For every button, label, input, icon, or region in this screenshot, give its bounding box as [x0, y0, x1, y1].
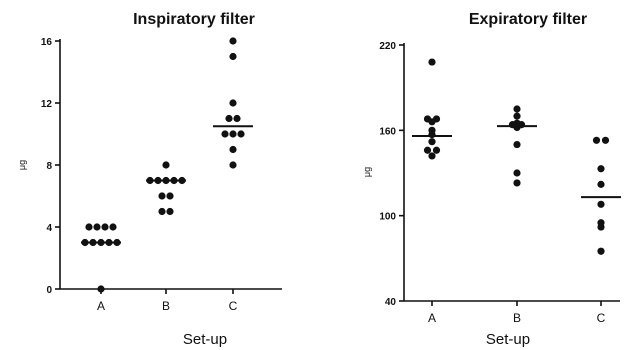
data-point — [221, 130, 229, 138]
data-point — [85, 223, 93, 231]
data-point — [229, 99, 237, 107]
data-point — [229, 130, 237, 138]
x-tick-label: C — [229, 299, 238, 313]
y-tick-label: 160 — [379, 126, 396, 137]
data-point — [513, 123, 521, 132]
y-tick-label: 220 — [379, 41, 396, 52]
data-point — [166, 207, 174, 216]
data-point — [513, 140, 521, 149]
data-point — [109, 223, 117, 231]
data-point — [158, 207, 166, 216]
data-point — [229, 37, 237, 45]
data-point — [97, 285, 105, 293]
x-tick-label: A — [428, 311, 436, 325]
data-point — [229, 161, 237, 169]
data-point — [229, 52, 237, 61]
data-point — [513, 105, 521, 113]
data-point — [597, 180, 605, 188]
data-point — [158, 192, 166, 200]
y-tick-label: 16 — [41, 37, 53, 48]
chart-title: Inspiratory filter — [133, 11, 255, 28]
data-point — [93, 223, 101, 231]
x-tick-label: B — [162, 299, 170, 313]
y-tick-label: 0 — [46, 285, 52, 296]
data-point — [423, 146, 432, 154]
data-point — [225, 114, 233, 123]
data-point — [162, 161, 170, 169]
y-axis-label: μg — [362, 167, 372, 177]
data-point — [229, 145, 237, 154]
x-tick-label: B — [513, 311, 521, 325]
y-axis-label: μg — [17, 160, 27, 170]
data-point — [597, 247, 605, 255]
chart-title: Expiratory filter — [469, 11, 587, 28]
y-tick-label: 4 — [46, 223, 52, 234]
x-axis-label: Set-up — [183, 331, 227, 348]
data-point — [597, 200, 605, 208]
data-point — [237, 130, 245, 138]
data-point — [597, 223, 605, 231]
data-point — [597, 165, 605, 173]
data-point — [592, 136, 601, 144]
data-point — [428, 138, 436, 146]
x-tick-label: C — [597, 311, 606, 325]
data-point — [101, 223, 109, 231]
y-tick-label: 40 — [385, 297, 397, 308]
y-tick-label: 12 — [41, 99, 53, 110]
x-axis-label: Set-up — [486, 331, 530, 348]
x-tick-label: A — [97, 299, 105, 313]
data-point — [432, 146, 441, 154]
y-tick-label: 100 — [379, 212, 396, 223]
data-point — [601, 136, 610, 144]
data-point — [428, 131, 436, 139]
data-point — [166, 192, 174, 200]
data-point — [513, 179, 521, 187]
data-point — [513, 112, 521, 120]
data-point — [428, 118, 436, 126]
data-point — [428, 58, 436, 66]
data-point — [233, 114, 241, 123]
data-point — [428, 152, 436, 160]
data-point — [513, 169, 521, 177]
y-tick-label: 8 — [46, 161, 52, 172]
